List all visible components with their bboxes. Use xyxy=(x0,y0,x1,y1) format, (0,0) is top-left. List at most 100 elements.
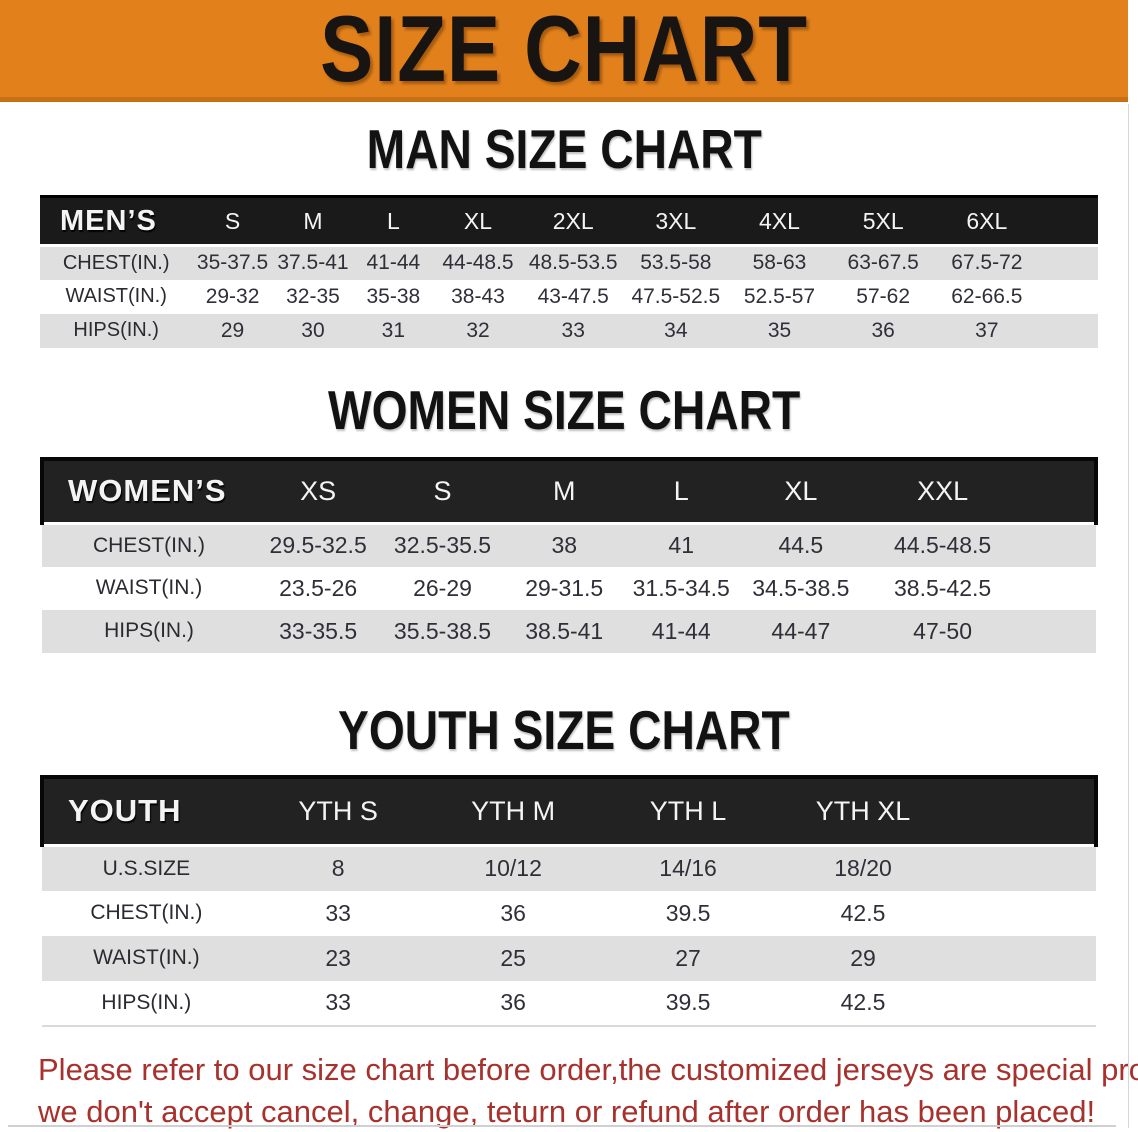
measure-row: CHEST(IN.) 29.5-32.5 32.5-35.5 38 41 44.5 44.5… xyxy=(42,523,1096,567)
banner: SIZE CHART xyxy=(0,0,1128,102)
measure-value: 32-35 xyxy=(272,279,354,314)
measure-value: 48.5-53.5 xyxy=(522,245,624,280)
men-section-heading: MAN SIZE CHART xyxy=(0,122,1128,177)
measure-value: 29 xyxy=(775,935,951,981)
measure-value: 62-66.5 xyxy=(935,279,1039,314)
measure-value: 33 xyxy=(250,890,426,936)
spacer-cell xyxy=(950,845,1096,891)
size-column-header: YTH S xyxy=(250,774,426,847)
size-header-row: YOUTH YTH S YTH M YTH L YTH XL xyxy=(40,774,1098,847)
measure-value: 38.5-41 xyxy=(504,609,624,653)
size-column-header: L xyxy=(353,195,434,247)
size-column-header: 5XL xyxy=(831,195,935,247)
measure-value: 47.5-52.5 xyxy=(623,279,728,314)
measure-value: 30 xyxy=(272,313,354,348)
measure-value: 29-31.5 xyxy=(504,566,624,610)
measure-value: 58-63 xyxy=(727,245,832,280)
table-title-cell: MEN’S xyxy=(40,195,193,247)
measure-value: 18/20 xyxy=(775,845,951,891)
measure-value: 39.5 xyxy=(600,890,776,936)
measure-value: 42.5 xyxy=(775,890,951,936)
spacer-cell xyxy=(1022,456,1098,525)
size-column-header: 6XL xyxy=(935,195,1039,247)
measure-value: 35-38 xyxy=(353,279,434,314)
youth-section-heading: YOUTH SIZE CHART xyxy=(0,698,1128,761)
spacer-cell xyxy=(1022,523,1096,567)
measure-value: 36 xyxy=(425,890,601,936)
size-header-row: MEN’S S M L XL 2XL 3XL 4XL 5XL 6XL xyxy=(40,195,1098,247)
measure-value: 35 xyxy=(727,313,832,348)
measure-value: 37 xyxy=(935,313,1039,348)
measure-value: 25 xyxy=(425,935,601,981)
measure-value: 47-50 xyxy=(863,609,1023,653)
banner-title: SIZE CHART xyxy=(320,0,808,101)
measure-value: 29.5-32.5 xyxy=(255,523,381,567)
measure-label: HIPS(IN.) xyxy=(42,980,251,1026)
size-column-header: S xyxy=(192,195,273,247)
measure-value: 44-47 xyxy=(738,609,864,653)
measure-value: 29 xyxy=(192,313,273,348)
disclaimer-line-2: we don't accept cancel, change, teturn o… xyxy=(38,1093,1096,1129)
size-header-row: WOMEN’S XS S M L XL XXL xyxy=(40,456,1098,525)
women-section-heading: WOMEN SIZE CHART xyxy=(0,378,1128,441)
women-section-heading-text: WOMEN SIZE CHART xyxy=(327,378,801,441)
measure-value: 33 xyxy=(250,980,426,1026)
measure-value: 38.5-42.5 xyxy=(863,566,1023,610)
table-title-cell: WOMEN’S xyxy=(40,456,256,525)
measure-label: CHEST(IN.) xyxy=(42,890,251,936)
measure-value: 35-37.5 xyxy=(192,245,273,280)
size-column-header: XS xyxy=(255,456,381,525)
measure-label: U.S.SIZE xyxy=(42,845,251,891)
measure-value: 23.5-26 xyxy=(255,566,381,610)
measure-row: HIPS(IN.) 33-35.5 35.5-38.5 38.5-41 41-44 44-… xyxy=(42,609,1096,653)
photo-right-edge-line xyxy=(1128,104,1129,1128)
measure-value: 38-43 xyxy=(433,279,523,314)
measure-value: 53.5-58 xyxy=(623,245,728,280)
measure-value: 44-48.5 xyxy=(433,245,523,280)
size-column-header: S xyxy=(380,456,505,525)
measure-value: 27 xyxy=(600,935,776,981)
disclaimer-note: Please refer to our size chart before or… xyxy=(38,1049,1138,1132)
measure-value: 63-67.5 xyxy=(831,245,935,280)
measure-row: HIPS(IN.) 29 30 31 32 33 34 35 36 37 xyxy=(40,313,1098,348)
spacer-cell xyxy=(950,935,1096,981)
size-column-header: XL xyxy=(738,456,864,525)
size-column-header: XL xyxy=(433,195,523,247)
measure-value: 57-62 xyxy=(831,279,935,314)
spacer-cell xyxy=(950,890,1096,936)
spacer-cell xyxy=(1022,566,1096,610)
spacer-cell xyxy=(1038,313,1098,348)
youth-section-heading-text: YOUTH SIZE CHART xyxy=(338,698,790,761)
measure-value: 33 xyxy=(522,313,624,348)
size-column-header: YTH M xyxy=(425,774,601,847)
size-column-header: M xyxy=(272,195,354,247)
measure-label: CHEST(IN.) xyxy=(40,245,193,280)
measure-value: 44.5 xyxy=(738,523,864,567)
women-size-table: WOMEN’S XS S M L XL XXL CHEST(IN.) 29.5-32.5 32.5… xyxy=(40,456,1098,653)
measure-label: CHEST(IN.) xyxy=(42,523,256,567)
size-column-header: 3XL xyxy=(623,195,728,247)
size-column-header: YTH L xyxy=(600,774,776,847)
measure-value: 37.5-41 xyxy=(272,245,354,280)
measure-row: HIPS(IN.) 33 36 39.5 42.5 xyxy=(42,980,1096,1026)
measure-value: 33-35.5 xyxy=(255,609,381,653)
measure-row: WAIST(IN.) 23 25 27 29 xyxy=(42,935,1096,981)
measure-label: WAIST(IN.) xyxy=(40,279,193,314)
measure-value: 41-44 xyxy=(353,245,434,280)
measure-value: 52.5-57 xyxy=(727,279,832,314)
measure-value: 29-32 xyxy=(192,279,273,314)
measure-row: CHEST(IN.) 33 36 39.5 42.5 xyxy=(42,890,1096,936)
spacer-cell xyxy=(1038,195,1098,247)
size-column-header: M xyxy=(504,456,624,525)
measure-value: 32 xyxy=(433,313,523,348)
measure-value: 44.5-48.5 xyxy=(863,523,1023,567)
size-column-header: 2XL xyxy=(522,195,624,247)
size-column-header: XXL xyxy=(863,456,1023,525)
spacer-cell xyxy=(950,774,1098,847)
measure-value: 36 xyxy=(425,980,601,1026)
spacer-cell xyxy=(1022,609,1096,653)
men-section-heading-text: MAN SIZE CHART xyxy=(366,118,762,180)
measure-label: HIPS(IN.) xyxy=(42,609,256,653)
measure-row: WAIST(IN.) 29-32 32-35 35-38 38-43 43-47.5 47.… xyxy=(40,279,1098,314)
